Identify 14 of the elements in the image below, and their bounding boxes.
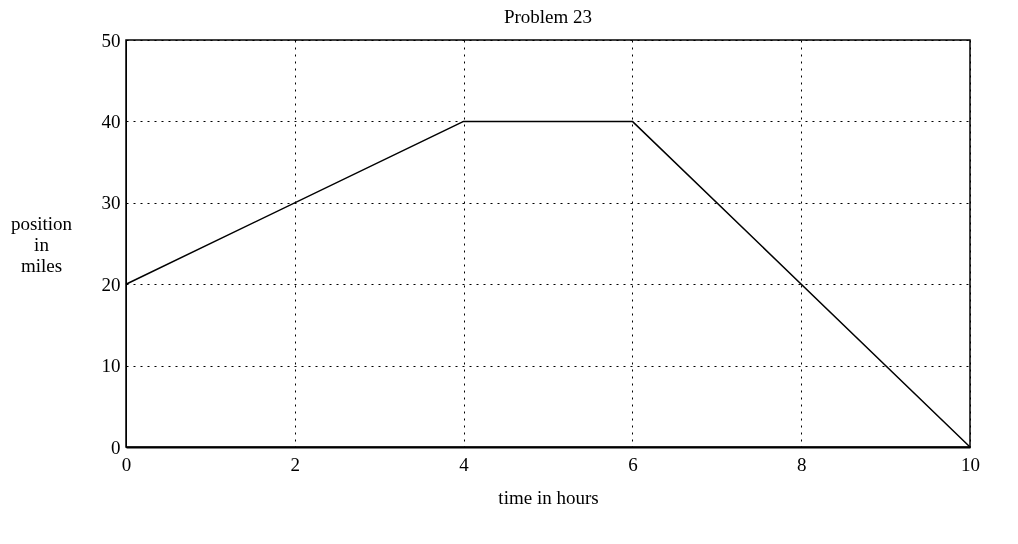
- x-axis-title: time in hours: [498, 486, 599, 508]
- x-tick-label: 6: [628, 453, 638, 475]
- y-tick-label: 0: [111, 436, 121, 458]
- y-axis-title: position in miles: [10, 213, 73, 276]
- x-tick-label: 10: [961, 453, 980, 475]
- y-tick-label: 30: [101, 192, 121, 214]
- y-tick-label: 10: [101, 355, 121, 377]
- x-tick-label: 2: [290, 453, 301, 475]
- x-tick-label: 4: [459, 453, 470, 475]
- y-tick-label: 50: [101, 29, 121, 51]
- x-tick-label: 8: [796, 453, 807, 475]
- y-tick-label: 20: [101, 273, 121, 295]
- chart-title: Problem 23: [503, 6, 593, 27]
- y-tick-label: 40: [101, 110, 121, 132]
